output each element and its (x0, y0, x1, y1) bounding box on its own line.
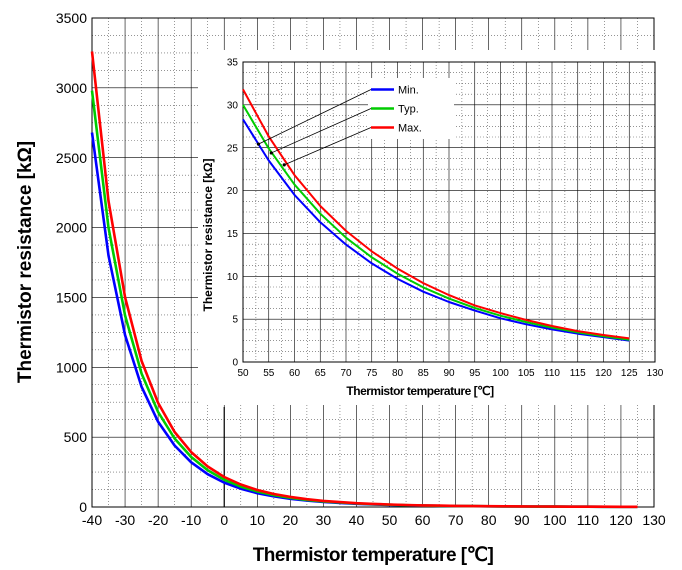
x-tick-label: 100 (492, 368, 509, 379)
x-tick-label: 115 (570, 368, 586, 379)
x-tick-label: 10 (250, 512, 266, 528)
x-tick-label: 75 (366, 368, 378, 379)
y-tick-label: 1000 (56, 359, 87, 375)
x-tick-label: 90 (514, 512, 530, 528)
plot-frame (242, 61, 656, 363)
x-tick-label: 105 (518, 368, 535, 379)
x-tick-label: 0 (220, 512, 228, 528)
legend-leader-tip-0 (256, 142, 261, 146)
y-tick-label: 25 (227, 143, 239, 154)
x-tick-label: 130 (647, 368, 664, 379)
inset-plot: 50 55 60 65 70 75 80 85 90 95 100 105 110 115 120 125 13… (201, 58, 664, 398)
x-tick-label: 20 (283, 512, 299, 528)
x-tick-label: 30 (316, 512, 332, 528)
legend-leader-tip-2 (282, 163, 286, 167)
series-line-0 (242, 118, 630, 342)
y-tick-label: 3000 (56, 80, 87, 96)
x-tick-label: 50 (382, 512, 398, 528)
x-tick-label: 110 (577, 512, 600, 528)
x-tick-label: 120 (595, 368, 612, 379)
x-axis-title: Thermistor temperature [℃] (346, 384, 494, 398)
legend-leader-tip-1 (269, 151, 273, 155)
x-tick-label: -20 (148, 512, 168, 528)
x-tick-label: 120 (609, 512, 633, 528)
x-tick-label: 80 (392, 368, 404, 379)
y-tick-label: 1500 (56, 289, 87, 305)
y-axis-title: Thermistor resistance [kΩ] (201, 158, 215, 311)
x-tick-label: 130 (642, 512, 666, 528)
x-tick-label: 65 (315, 368, 327, 379)
x-tick-label: -30 (115, 512, 135, 528)
y-tick-label: 35 (227, 58, 239, 69)
legend-label-2: Max. (398, 123, 422, 135)
x-tick-label: 55 (263, 368, 275, 379)
legend-label-1: Typ. (398, 104, 419, 116)
x-tick-label: 125 (621, 368, 638, 379)
x-tick-label: 80 (481, 512, 497, 528)
x-tick-label: 85 (418, 368, 430, 379)
y-tick-label: 500 (64, 429, 88, 445)
x-tick-label: 110 (544, 368, 560, 379)
y-tick-label: 0 (232, 358, 238, 369)
y-tick-label: 2500 (56, 150, 87, 166)
legend-leader-0 (258, 89, 372, 145)
x-axis-title: Thermistor temperature [℃] (253, 545, 494, 566)
x-tick-label: 40 (349, 512, 365, 528)
x-tick-label: 60 (289, 368, 301, 379)
x-tick-label: 60 (415, 512, 431, 528)
x-tick-label: 70 (340, 368, 352, 379)
x-tick-label: 90 (443, 368, 455, 379)
x-tick-label: -40 (82, 512, 102, 528)
y-axis-title: Thermistor resistance [kΩ] (15, 141, 36, 383)
legend-leader-2 (284, 127, 372, 166)
legend-label-0: Min. (398, 85, 419, 97)
y-tick-label: 15 (227, 229, 239, 240)
series-line-1 (242, 104, 630, 341)
y-tick-label: 30 (227, 100, 239, 111)
x-tick-label: 70 (448, 512, 464, 528)
x-tick-label: -10 (181, 512, 201, 528)
y-tick-label: 20 (227, 186, 239, 197)
x-tick-label: 95 (469, 368, 481, 379)
y-tick-label: 10 (227, 272, 239, 283)
x-tick-label: 50 (237, 368, 249, 379)
y-tick-label: 3500 (56, 10, 87, 26)
y-tick-label: 5 (232, 315, 238, 326)
series-line-2 (90, 51, 638, 509)
y-tick-label: 2000 (56, 220, 87, 236)
legend-leader-1 (271, 108, 372, 154)
x-tick-label: 100 (543, 512, 567, 528)
series-line-2 (242, 88, 630, 340)
y-tick-label: 0 (79, 499, 87, 515)
